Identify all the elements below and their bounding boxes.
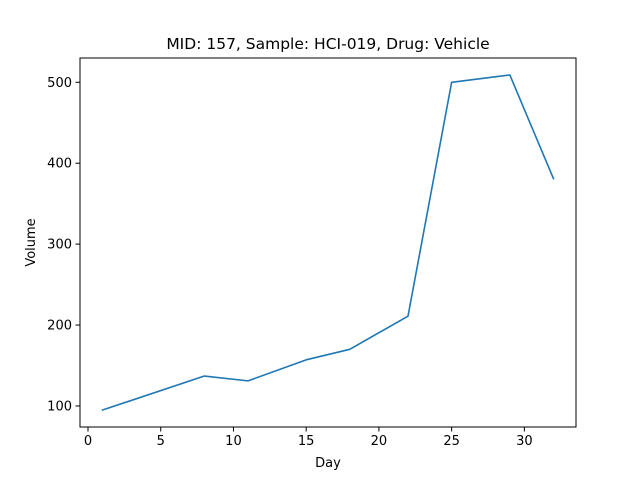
x-tick-label: 30 (516, 434, 533, 449)
x-tick-label: 5 (157, 434, 165, 449)
x-tick-label: 20 (371, 434, 388, 449)
series-line (101, 74, 555, 412)
y-tick-label: 400 (47, 157, 72, 172)
x-axis-label: Day (315, 456, 341, 471)
x-tick-label: 15 (298, 434, 315, 449)
y-tick-label: 500 (47, 76, 72, 91)
x-axis-ticks: 0 5 10 15 20 25 30 (84, 427, 533, 449)
y-axis-label: Volume (24, 218, 39, 266)
axes-frame (79, 57, 577, 428)
y-tick-label: 100 (47, 399, 72, 414)
y-axis-ticks: 100 200 300 400 500 (47, 76, 80, 414)
y-tick-label: 300 (47, 238, 72, 253)
plot-area: 0 5 10 15 20 25 30 100 200 300 400 500 (47, 57, 577, 449)
y-tick-label: 200 (47, 319, 72, 334)
x-tick-label: 25 (443, 434, 460, 449)
x-tick-label: 10 (225, 434, 242, 449)
x-tick-label: 0 (84, 434, 92, 449)
chart-title: MID: 157, Sample: HCI-019, Drug: Vehicle (166, 35, 489, 53)
